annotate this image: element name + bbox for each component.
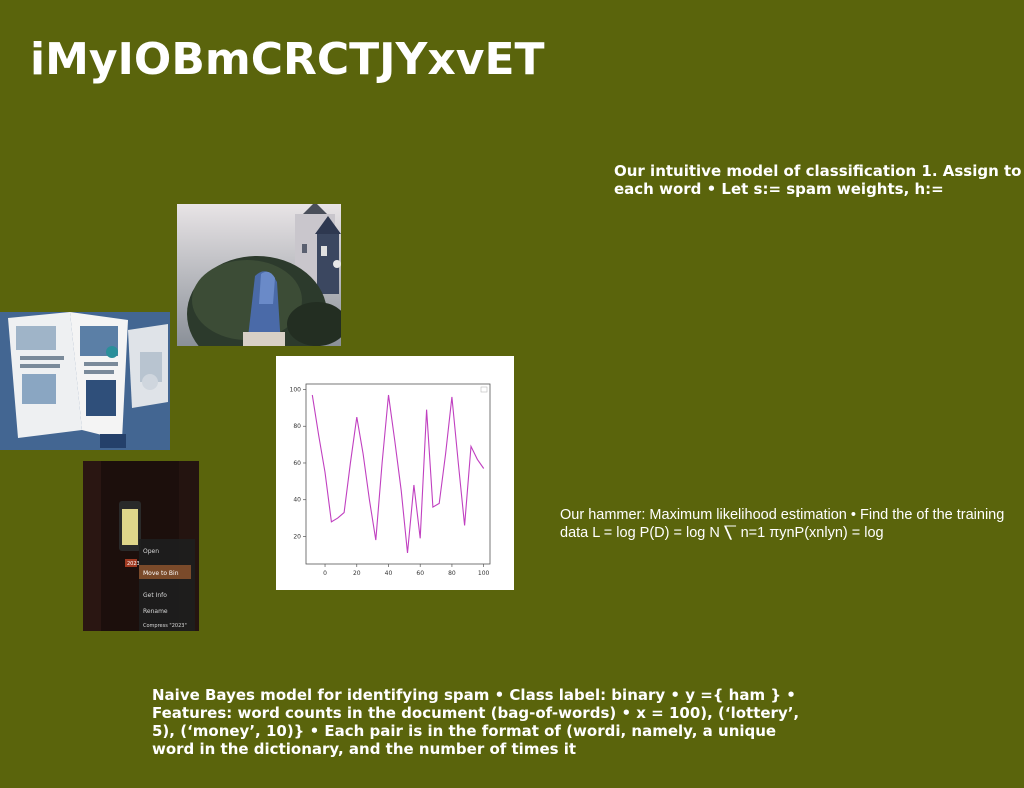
y-tick-label: 40 [293, 497, 301, 504]
menu-item-open: Open [143, 548, 159, 555]
line-chart-svg: 0 20 40 60 80 100 20 40 60 80 100 [290, 383, 491, 577]
x-tick-label: 100 [478, 570, 490, 577]
magazine-desk-photo [0, 312, 170, 450]
menu-badge [125, 559, 137, 567]
y-tick-label: 60 [293, 460, 301, 467]
menu-item-move-to-bin: Move to Bin [143, 570, 179, 577]
text-block-top: Our intuitive model of classification 1.… [614, 162, 1022, 198]
text-block-bottom: Naive Bayes model for identifying spam •… [152, 686, 800, 758]
y-tick-label: 20 [293, 533, 301, 540]
castle-garden-photo [177, 204, 341, 346]
menu-item-compress: Compress "2023" [143, 623, 187, 629]
line-chart: 0 20 40 60 80 100 20 40 60 80 100 [276, 356, 514, 590]
x-tick-label: 20 [353, 570, 361, 577]
legend-box [480, 386, 488, 393]
x-tick-label: 40 [385, 570, 393, 577]
plot-frame [305, 383, 491, 565]
y-tick-label: 100 [290, 387, 302, 394]
context-menu-photo: 2023 Open Move to Bin Get Info Rename Co… [83, 461, 199, 631]
x-tick-label: 80 [448, 570, 456, 577]
slide-title: iMyIOBmCRCTJYxvET [30, 34, 545, 85]
x-tick-label: 60 [416, 570, 424, 577]
text-block-middle: Our hammer: Maximum likelihood estimatio… [560, 507, 1005, 541]
menu-item-rename: Rename [143, 608, 168, 615]
y-tick-label: 80 [293, 423, 301, 430]
x-tick-label: 0 [323, 570, 327, 577]
menu-item-get-info: Get Info [143, 592, 167, 599]
series-line [311, 394, 485, 554]
menu-badge-label: 2023 [127, 561, 140, 567]
